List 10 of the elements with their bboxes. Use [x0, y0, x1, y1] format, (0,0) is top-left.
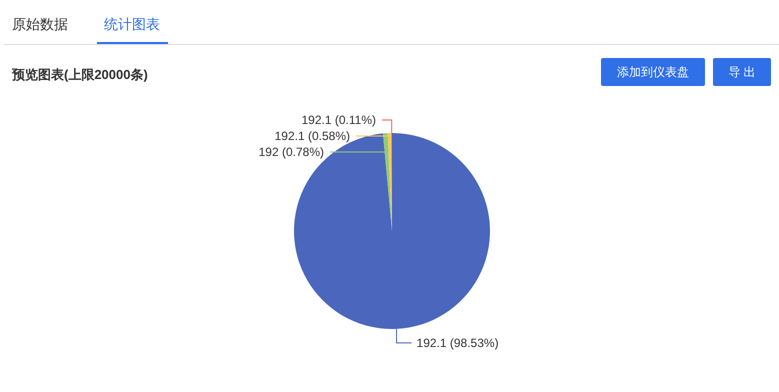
slice-label: 192 (0.78%) [258, 145, 324, 159]
slice-label: 192.1 (98.53%) [416, 336, 499, 350]
text: 原始数据 [12, 16, 68, 34]
text: 预览图表(上限20000条) [12, 66, 148, 84]
slice-label: 192.1 (0.11%) [302, 113, 376, 127]
pie-slice [382, 133, 392, 231]
slice-label: 192.1 (0.58%) [274, 129, 350, 143]
text: 统计图表 [104, 16, 160, 34]
text: 添加到仪表盘 [601, 58, 705, 86]
text: 导 出 [713, 58, 771, 86]
